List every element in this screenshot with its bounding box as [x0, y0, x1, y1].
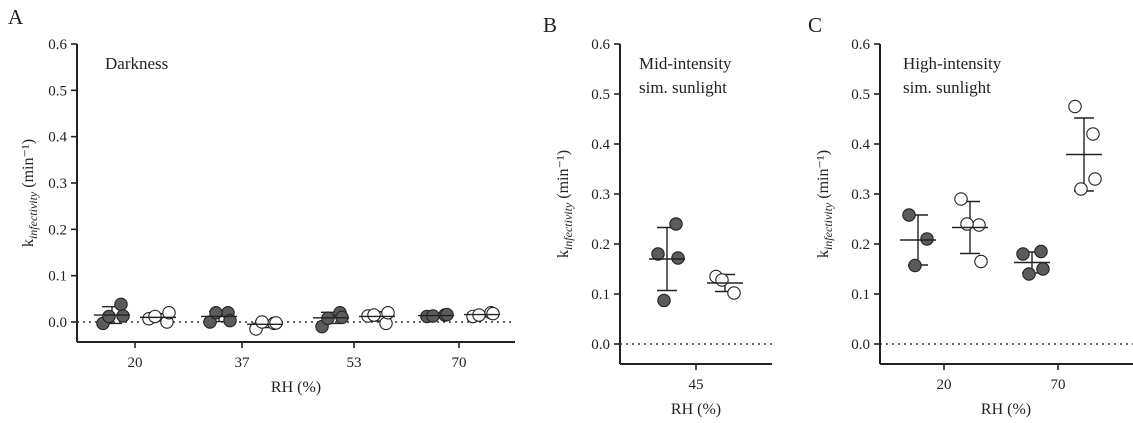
data-point-filled: [669, 217, 683, 231]
x-tick-label: 37: [235, 355, 251, 371]
data-point-filled: [102, 309, 116, 324]
data-point-filled: [114, 297, 128, 312]
y-axis-label-base: k: [555, 250, 572, 258]
x-tick-label: 20: [937, 377, 952, 393]
x-tick-label: 45: [689, 377, 704, 393]
panel-b-letter: B: [543, 13, 557, 37]
y-axis-label-subscript: infectivity: [821, 202, 835, 250]
data-point-open: [1088, 172, 1102, 186]
y-tick-label: 0.4: [48, 130, 67, 146]
panel-annotation: Mid-intensity: [639, 54, 732, 73]
data-point-open: [367, 308, 381, 322]
panel-annotation: High-intensity: [903, 54, 1002, 73]
data-point-filled: [116, 309, 130, 323]
y-tick-label: 0.0: [591, 337, 610, 353]
data-point-filled: [671, 251, 685, 265]
x-tick-label: 20: [128, 355, 143, 371]
data-point-filled: [920, 232, 934, 246]
panel-a: A 0.0 0.1 0.2 0.3 0.4 0.5 0.6 20 37 53 70 RH (%) kin…: [8, 5, 515, 396]
panel-annotation: sim. sunlight: [639, 78, 727, 97]
data-point-filled: [657, 293, 671, 308]
y-tick-label: 0.2: [48, 222, 67, 238]
y-tick-label: 0.1: [48, 269, 67, 285]
y-axis-label-unit: (min⁻¹): [815, 150, 832, 199]
panel-b: B 0.0 0.1 0.2 0.3 0.4 0.5 0.6 45 RH (%) kinfectiv…: [543, 13, 772, 418]
x-axis-label: RH (%): [671, 401, 721, 418]
y-tick-label: 0.6: [48, 37, 67, 53]
y-tick-label: 0.6: [851, 37, 870, 53]
data-point-open: [972, 218, 986, 232]
panel-c-letter: C: [808, 13, 822, 37]
y-axis-label: kinfectivity (min⁻¹): [20, 139, 40, 247]
data-point-filled: [902, 208, 916, 222]
x-axis-label: RH (%): [981, 401, 1031, 418]
data-point-open: [974, 254, 988, 269]
y-tick-label: 0.4: [851, 137, 870, 153]
data-point-filled: [908, 258, 922, 273]
data-point-open: [148, 309, 162, 324]
panel-annotation: sim. sunlight: [903, 78, 991, 97]
data-point-filled: [440, 307, 454, 322]
y-axis-label: kinfectivity (min⁻¹): [815, 150, 835, 258]
y-tick-label: 0.2: [851, 237, 870, 253]
data-point-filled: [1036, 262, 1050, 276]
data-point-filled: [1016, 247, 1030, 261]
y-tick-label: 0.0: [851, 337, 870, 353]
y-tick-label: 0.5: [851, 87, 870, 103]
y-tick-label: 0.1: [591, 287, 610, 303]
data-point-open: [1074, 182, 1088, 196]
x-tick-label: 70: [452, 355, 467, 371]
panel-c: C 0.0 0.1 0.2 0.3 0.4 0.5 0.6 20 70 RH (%) kinfect…: [808, 13, 1133, 418]
panel-a-letter: A: [8, 5, 24, 29]
y-tick-label: 0.6: [591, 37, 610, 53]
y-axis-label-base: k: [815, 250, 832, 258]
data-point-open: [954, 192, 968, 206]
x-tick-label: 53: [347, 355, 362, 371]
y-axis-label-unit: (min⁻¹): [555, 150, 572, 199]
y-tick-label: 0.0: [48, 315, 67, 331]
data-point-open: [255, 315, 269, 329]
y-tick-label: 0.5: [591, 87, 610, 103]
y-tick-label: 0.2: [591, 237, 610, 253]
y-tick-label: 0.3: [591, 187, 610, 203]
data-point-open: [1068, 99, 1082, 114]
y-axis-label-subscript: infectivity: [26, 191, 40, 239]
data-point-filled: [1022, 267, 1036, 281]
y-axis-label: kinfectivity (min⁻¹): [555, 150, 575, 258]
data-point-open: [162, 305, 176, 320]
data-point-open: [1086, 127, 1100, 141]
y-axis-label-unit: (min⁻¹): [20, 139, 37, 188]
y-axis-label-subscript: infectivity: [561, 202, 575, 250]
x-tick-label: 70: [1051, 377, 1066, 393]
data-point-filled: [651, 247, 665, 261]
y-tick-label: 0.5: [48, 83, 67, 99]
data-point-filled: [223, 313, 237, 328]
data-point-open: [715, 273, 729, 287]
data-point-open: [727, 286, 741, 300]
x-axis-label: RH (%): [271, 379, 321, 396]
y-tick-label: 0.1: [851, 287, 870, 303]
y-tick-label: 0.4: [591, 137, 610, 153]
y-axis-label-base: k: [20, 239, 37, 247]
panel-annotation: Darkness: [105, 54, 168, 73]
y-tick-label: 0.3: [851, 187, 870, 203]
data-point-open: [486, 306, 500, 321]
data-point-filled: [1034, 244, 1048, 259]
data-point-open: [269, 316, 283, 330]
y-tick-label: 0.3: [48, 176, 67, 192]
data-point-open: [960, 217, 974, 231]
